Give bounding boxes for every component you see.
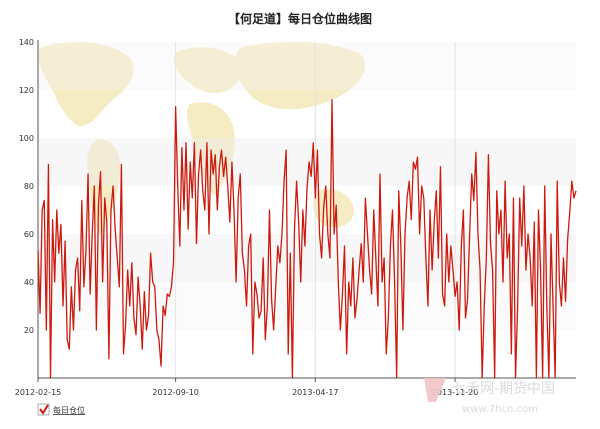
grid-band <box>38 282 576 330</box>
y-tick-label: 20 <box>24 326 34 335</box>
y-tick-label: 40 <box>24 278 34 287</box>
logo-mark-icon <box>424 378 446 402</box>
chart-axes <box>37 40 576 379</box>
watermark-logo: 七禾网-期货中国 www.7hcn.com <box>424 378 555 415</box>
chart-title: 【何足道】每日仓位曲线图 <box>228 11 372 26</box>
legend-label[interactable]: 每日仓位 <box>53 405 85 415</box>
x-tick-label: 2012-09-10 <box>152 388 199 397</box>
x-axis-ticks: 2012-02-15 2012-09-10 2013-04-17 2013-11-20 <box>15 378 479 397</box>
x-tick-label: 2013-04-17 <box>292 388 339 397</box>
y-axis-ticks: 20 40 60 80 100 120 140 <box>19 38 34 335</box>
svg-text:www.7hcn.com: www.7hcn.com <box>462 404 538 415</box>
y-tick-label: 60 <box>24 230 34 239</box>
x-tick-label: 2012-02-15 <box>15 388 62 397</box>
svg-text:七禾网-期货中国: 七禾网-期货中国 <box>452 380 555 397</box>
grid-band <box>38 42 576 90</box>
y-tick-label: 80 <box>24 182 34 191</box>
y-tick-label: 100 <box>19 134 34 143</box>
grid-band <box>38 138 576 186</box>
series-line-daily-position <box>37 98 577 379</box>
y-tick-label: 120 <box>19 86 34 95</box>
x-tick-label: 2013-11-20 <box>432 388 479 397</box>
chart-series <box>37 98 577 379</box>
y-tick-label: 140 <box>19 38 34 47</box>
legend-checkbox[interactable] <box>37 403 50 416</box>
legend[interactable]: 每日仓位 <box>37 403 85 416</box>
checkmark-icon <box>39 404 49 415</box>
